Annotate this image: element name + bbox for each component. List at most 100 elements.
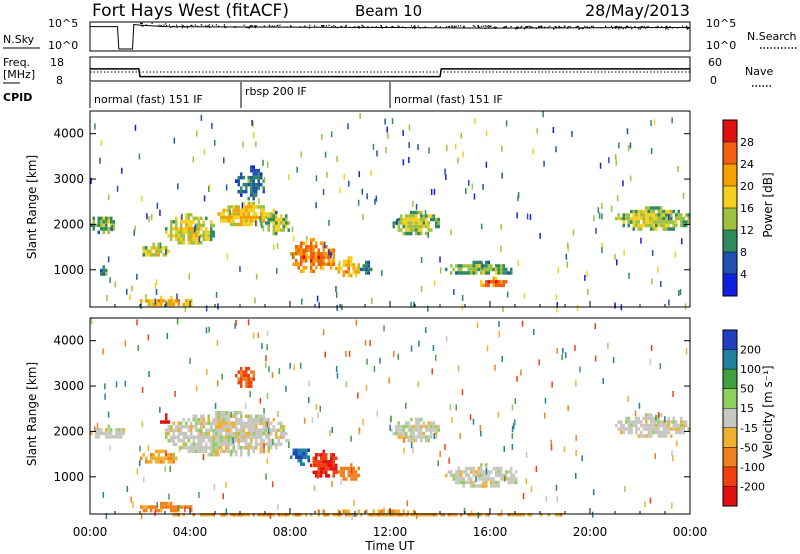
power-cell <box>376 150 378 157</box>
power-cell <box>175 216 178 221</box>
search-noise-point <box>538 25 540 27</box>
velocity-cell <box>267 449 270 453</box>
velocity-cell <box>324 351 326 358</box>
colorbar-tick-label: 100 <box>740 363 761 376</box>
power-cell <box>632 213 635 217</box>
velocity-cell <box>245 366 248 371</box>
velocity-cell <box>120 428 123 432</box>
velocity-cell <box>272 428 275 432</box>
velocity-cell <box>260 418 263 422</box>
power-cell <box>627 145 630 151</box>
power-cell <box>102 216 105 221</box>
power-cell <box>301 298 303 305</box>
search-noise-point <box>535 27 537 29</box>
velocity-cell <box>180 505 183 509</box>
power-cell <box>655 227 658 231</box>
power-cell <box>255 186 258 190</box>
search-noise-point <box>328 24 330 26</box>
colorbar-swatch <box>723 427 737 448</box>
velocity-cell <box>237 442 240 446</box>
velocity-cell <box>160 460 163 464</box>
power-cell <box>100 223 103 228</box>
velocity-cell <box>475 513 478 517</box>
velocity-cell <box>155 508 158 513</box>
velocity-cell <box>260 513 263 517</box>
power-cell <box>420 210 423 215</box>
search-noise-point <box>558 25 560 27</box>
velocity-cell <box>402 431 405 436</box>
velocity-cell <box>245 432 248 436</box>
power-cell <box>185 220 188 224</box>
velocity-cell <box>210 513 213 517</box>
velocity-cell <box>152 453 155 457</box>
power-cell <box>282 217 285 222</box>
velocity-cell <box>330 463 333 468</box>
velocity-cell <box>410 428 413 432</box>
velocity-cell <box>207 428 210 432</box>
power-cell <box>110 216 113 221</box>
velocity-cell <box>271 481 274 488</box>
velocity-cell <box>327 463 330 468</box>
velocity-cell <box>497 473 500 478</box>
power-cell <box>247 175 250 180</box>
velocity-cell <box>266 421 269 428</box>
velocity-cell <box>470 480 473 485</box>
power-cell <box>317 262 320 266</box>
power-cell <box>405 224 408 229</box>
x-tick-label: 00:00 <box>673 525 708 539</box>
search-noise-point <box>516 26 518 28</box>
velocity-cell <box>459 470 461 477</box>
velocity-cell <box>237 370 240 374</box>
power-cell <box>415 221 418 225</box>
power-cell <box>465 264 468 268</box>
search-noise-point <box>411 27 414 29</box>
power-cell <box>180 227 183 231</box>
power-cell <box>616 259 618 266</box>
power-cell <box>645 213 648 217</box>
velocity-cell <box>325 474 328 478</box>
velocity-cell <box>225 421 228 425</box>
sky-noise-panel: 10^5 10^0 10^5 10^0 N.Sky N.Search <box>3 17 798 52</box>
power-cell <box>252 165 255 169</box>
velocity-cell <box>480 463 483 467</box>
velocity-cell <box>247 373 250 378</box>
power-cell <box>370 170 372 177</box>
power-cell <box>650 148 653 154</box>
velocity-cell <box>235 319 237 326</box>
velocity-cell <box>555 513 558 517</box>
power-cell <box>468 179 470 186</box>
power-cell <box>302 248 305 252</box>
power-cell <box>336 156 338 163</box>
velocity-cell <box>383 507 385 514</box>
velocity-cell <box>650 345 653 352</box>
velocity-cell <box>182 513 185 517</box>
power-cell <box>180 230 183 235</box>
velocity-cell <box>187 449 190 453</box>
velocity-cell <box>533 329 535 335</box>
power-cell <box>397 228 400 232</box>
velocity-cell <box>172 421 175 425</box>
power-cell <box>332 262 335 266</box>
search-noise-point <box>361 24 363 26</box>
power-cell <box>342 263 345 267</box>
velocity-cell <box>297 448 300 452</box>
velocity-cell <box>210 428 213 432</box>
velocity-cell <box>550 439 552 446</box>
power-cell <box>487 260 490 265</box>
velocity-cell <box>516 375 518 382</box>
velocity-cell <box>591 511 594 518</box>
power-cell <box>260 175 263 180</box>
power-cell <box>322 262 325 266</box>
power-cell <box>250 186 253 190</box>
power-cell <box>655 223 658 228</box>
colorbar-frame <box>722 329 738 507</box>
power-cell <box>150 246 153 250</box>
velocity-cell <box>237 411 240 415</box>
power-cell <box>665 216 668 221</box>
velocity-cell <box>505 477 508 481</box>
power-cell <box>367 260 370 265</box>
power-cell <box>622 216 625 221</box>
velocity-cell <box>377 513 380 517</box>
velocity-cell <box>172 513 175 517</box>
power-cell <box>647 209 650 214</box>
